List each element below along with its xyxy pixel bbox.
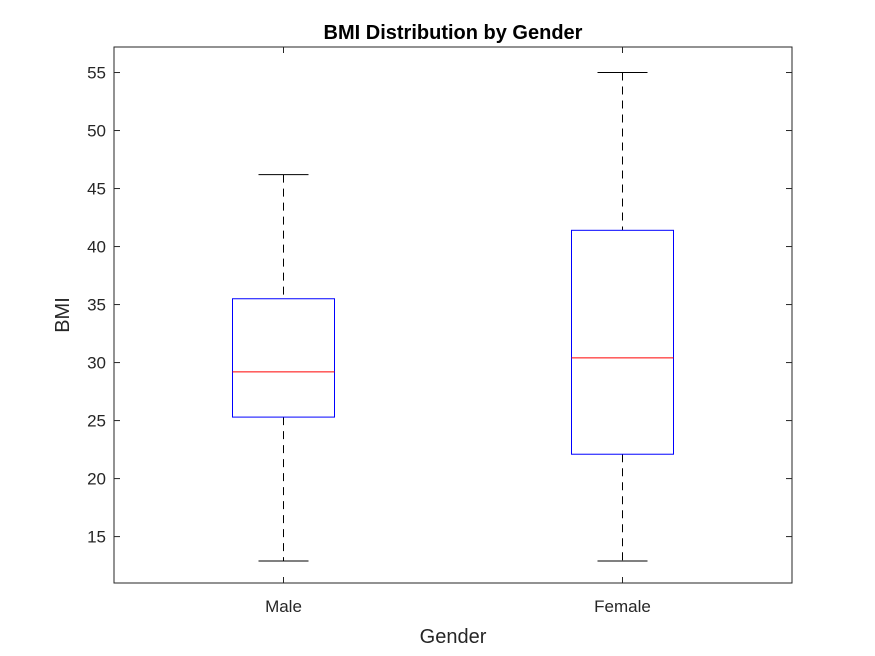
y-tick-label: 55 <box>87 64 106 83</box>
y-tick-label: 50 <box>87 122 106 141</box>
x-tick-label: Male <box>265 597 302 616</box>
y-tick-label: 40 <box>87 238 106 257</box>
iqr-box <box>232 298 335 418</box>
y-tick-label: 15 <box>87 528 106 547</box>
y-axis-label: BMI <box>52 297 74 333</box>
axes-frame <box>113 46 793 584</box>
y-tick-label: 35 <box>87 296 106 315</box>
x-tick-label: Female <box>594 597 651 616</box>
y-tick-label: 45 <box>87 180 106 199</box>
plot-area: 15 20 25 30 35 40 45 50 55 Male Female <box>87 46 793 616</box>
chart-title: BMI Distribution by Gender <box>324 22 583 44</box>
x-axis-label: Gender <box>420 626 487 648</box>
iqr-box <box>571 229 674 455</box>
y-tick-label: 25 <box>87 412 106 431</box>
y-tick-label: 30 <box>87 354 106 373</box>
y-tick-label: 20 <box>87 470 106 489</box>
